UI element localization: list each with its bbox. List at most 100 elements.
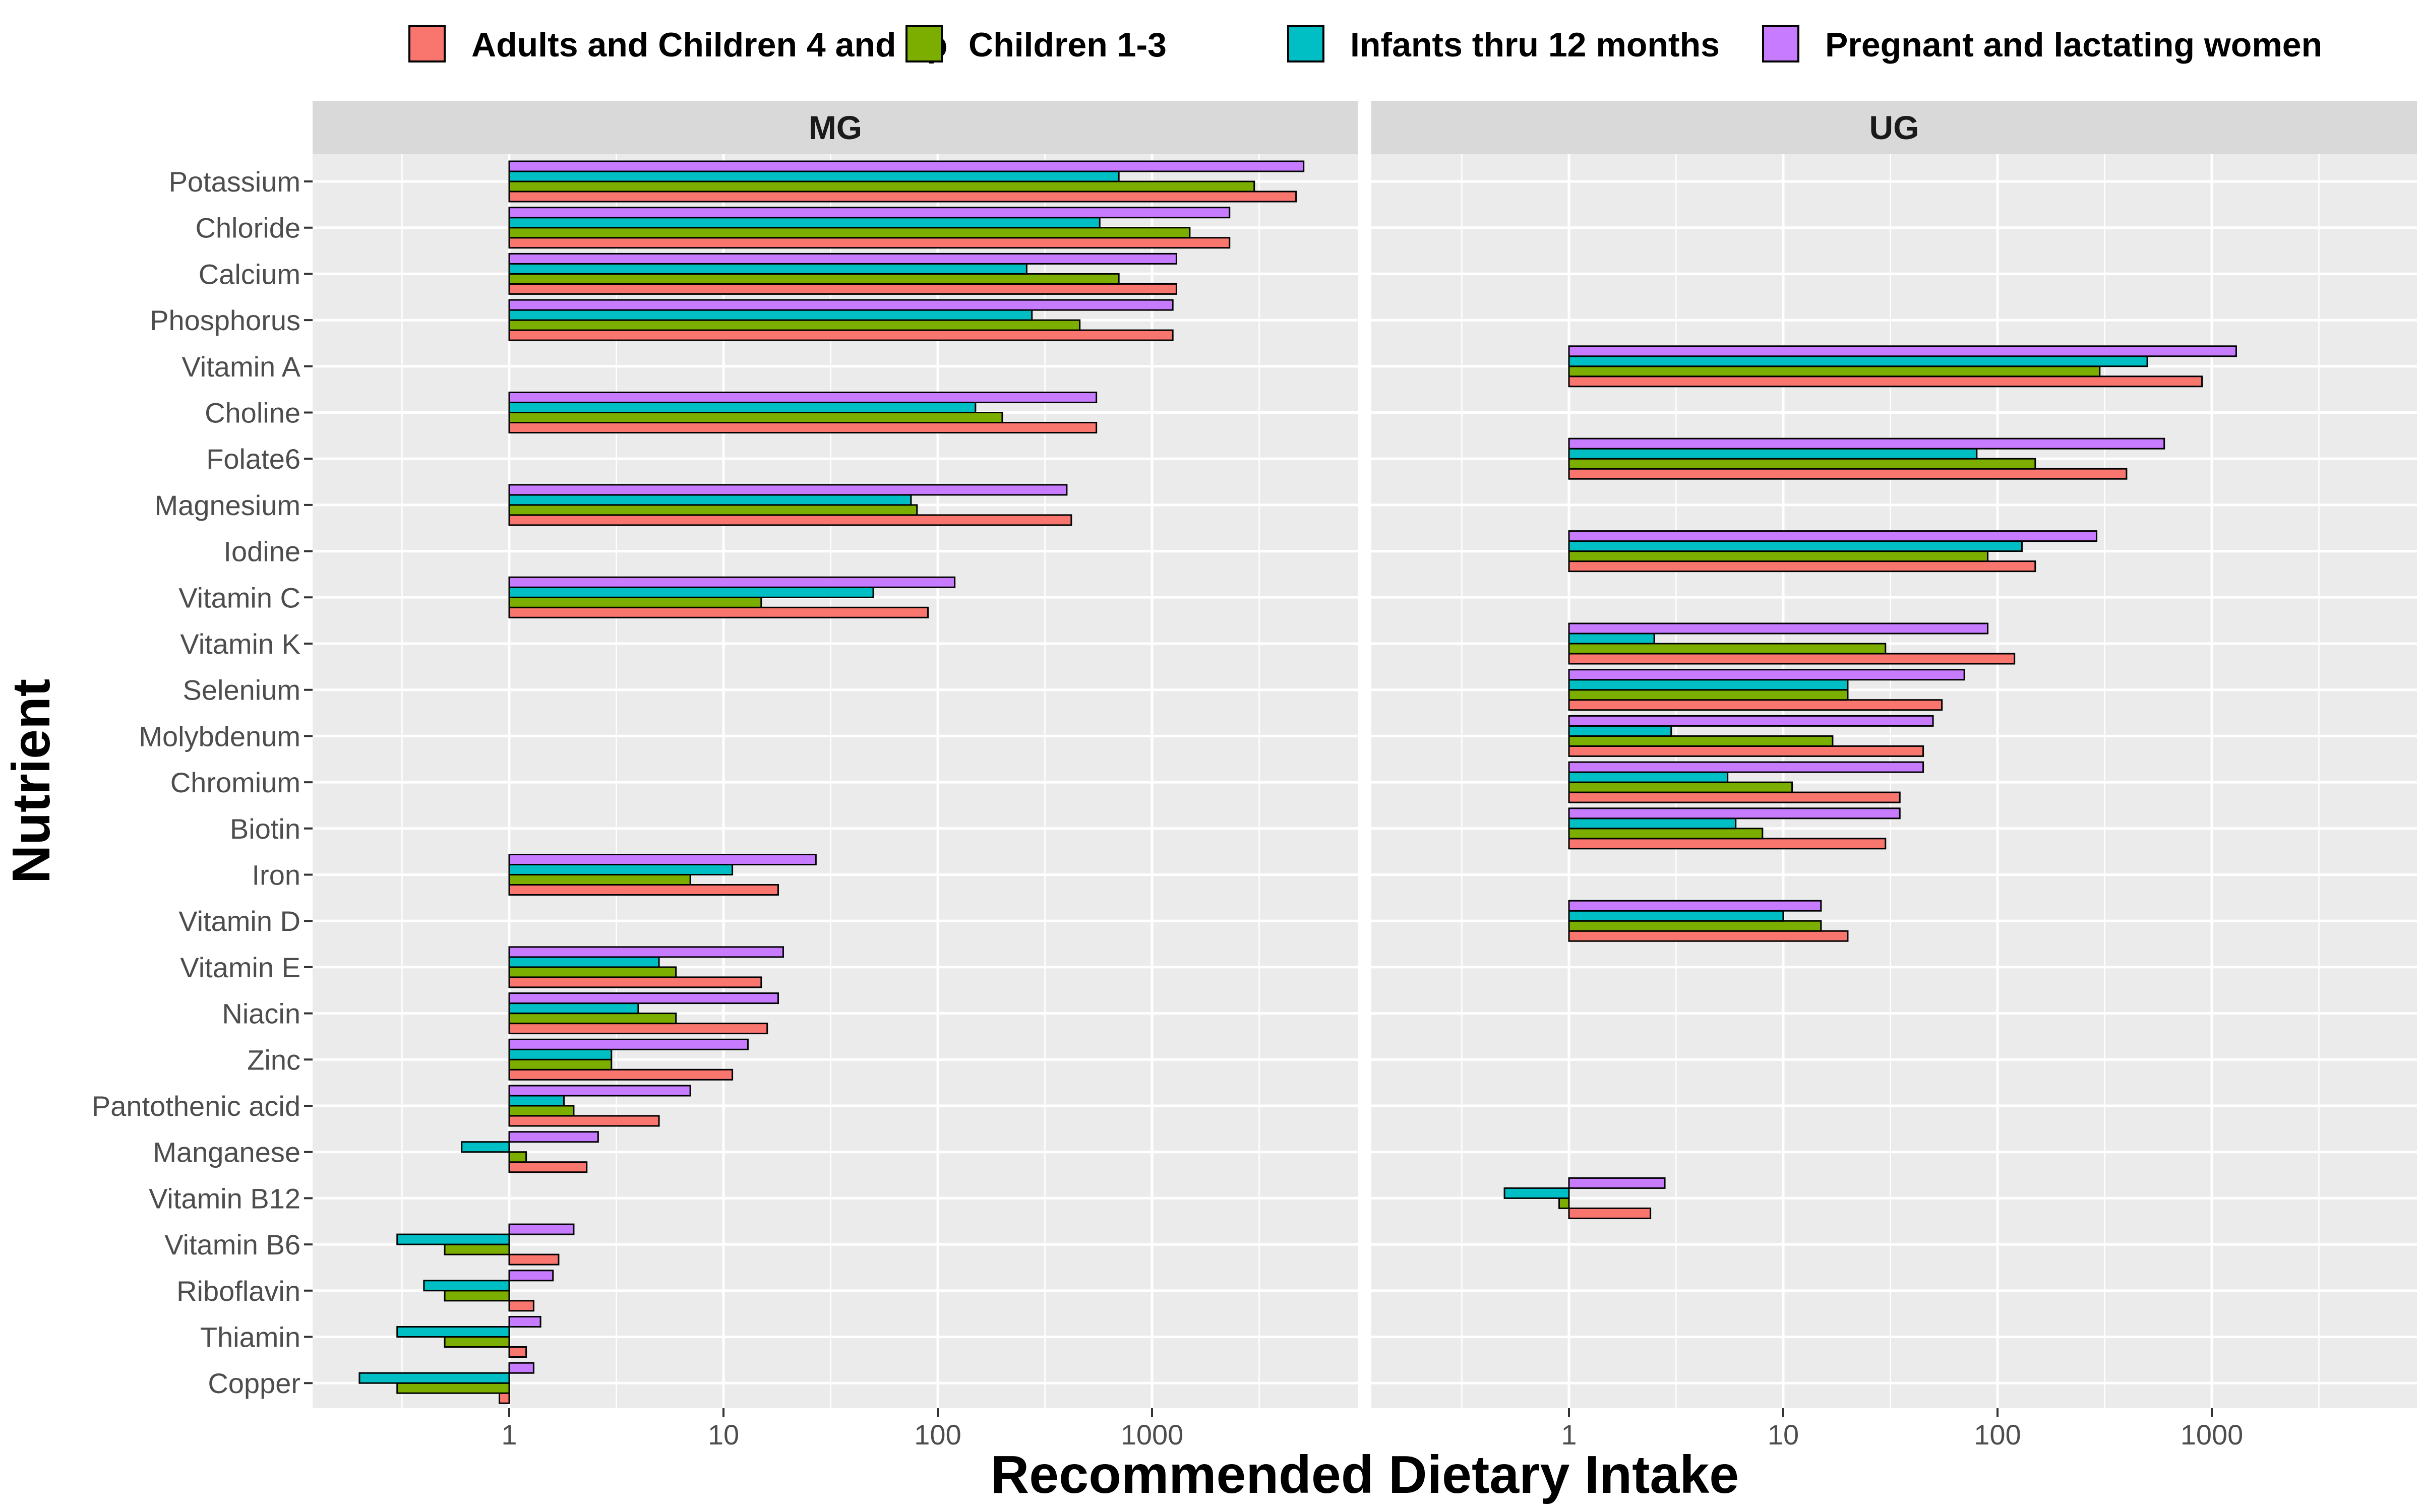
- bar-mg-potassium-adults-and-children-4-and-up: [508, 191, 1297, 203]
- bar-ug-vitamin-a-infants-thru-12-months: [1568, 355, 2148, 367]
- y-tick-label-iron: Iron: [252, 859, 301, 891]
- bar-mg-thiamin-pregnant-and-lactating-women: [508, 1316, 541, 1328]
- bar-mg-choline-infants-thru-12-months: [508, 402, 977, 413]
- bar-mg-iron-adults-and-children-4-and-up: [508, 884, 779, 896]
- legend-key-children-1-3: [905, 25, 943, 62]
- bar-mg-niacin-children-1-3: [508, 1013, 677, 1025]
- bar-mg-thiamin-children-1-3: [444, 1336, 510, 1348]
- bar-mg-thiamin-adults-and-children-4-and-up: [508, 1346, 527, 1358]
- x-axis-mg: 1 10 100 1000: [501, 1408, 1183, 1451]
- bar-mg-phosphorus-adults-and-children-4-and-up: [508, 329, 1174, 341]
- bar-mg-pantothenic-acid-adults-and-children-4-and-up: [508, 1115, 660, 1127]
- y-axis-title: Nutrient: [2, 679, 61, 884]
- y-tick-label-niacin: Niacin: [222, 998, 300, 1030]
- bar-mg-phosphorus-infants-thru-12-months: [508, 309, 1033, 321]
- bar-mg-potassium-infants-thru-12-months: [508, 170, 1120, 182]
- bar-mg-chloride-children-1-3: [508, 227, 1191, 239]
- bar-ug-folate6-adults-and-children-4-and-up: [1568, 468, 2128, 480]
- bar-mg-vitamin-e-children-1-3: [508, 966, 677, 978]
- bar-mg-riboflavin-pregnant-and-lactating-women: [508, 1270, 554, 1282]
- bar-mg-magnesium-infants-thru-12-months: [508, 494, 912, 506]
- bar-mg-iron-infants-thru-12-months: [508, 864, 734, 875]
- bar-ug-iodine-infants-thru-12-months: [1568, 540, 2023, 552]
- legend-label-children-1-3: Children 1-3: [969, 26, 1167, 64]
- y-tick-label-selenium: Selenium: [183, 674, 300, 706]
- bar-mg-vitamin-c-pregnant-and-lactating-women: [508, 576, 956, 588]
- bar-mg-zinc-pregnant-and-lactating-women: [508, 1038, 749, 1050]
- y-tick-label-magnesium: Magnesium: [155, 489, 300, 521]
- bar-mg-vitamin-b6-adults-and-children-4-and-up: [508, 1253, 560, 1266]
- bar-mg-choline-pregnant-and-lactating-women: [508, 392, 1098, 403]
- y-tick-label-molybdenum: Molybdenum: [139, 720, 300, 752]
- bar-ug-chromium-pregnant-and-lactating-women: [1568, 761, 1924, 773]
- y-tick-label-biotin: Biotin: [230, 813, 300, 845]
- bar-mg-niacin-infants-thru-12-months: [508, 1002, 639, 1015]
- bar-ug-molybdenum-children-1-3: [1568, 735, 1834, 747]
- bar-mg-vitamin-b6-infants-thru-12-months: [396, 1233, 510, 1245]
- bar-mg-chloride-adults-and-children-4-and-up: [508, 237, 1231, 249]
- bar-ug-molybdenum-adults-and-children-4-and-up: [1568, 745, 1924, 757]
- bar-ug-folate6-children-1-3: [1568, 458, 2036, 470]
- y-tick-label-vitamin-d: Vitamin D: [178, 905, 300, 937]
- y-tick-label-phosphorus: Phosphorus: [150, 304, 300, 336]
- bar-mg-manganese-adults-and-children-4-and-up: [508, 1161, 588, 1173]
- x-tick-label-ug-1000: 1000: [2181, 1419, 2244, 1451]
- bar-mg-vitamin-b6-pregnant-and-lactating-women: [508, 1223, 575, 1235]
- bar-ug-vitamin-a-adults-and-children-4-and-up: [1568, 375, 2203, 388]
- bar-mg-zinc-infants-thru-12-months: [508, 1048, 613, 1060]
- bar-mg-calcium-children-1-3: [508, 273, 1120, 285]
- strip-ug: [1371, 101, 2417, 154]
- bar-mg-riboflavin-children-1-3: [444, 1290, 510, 1302]
- gridlines-ug: [1371, 154, 2417, 1408]
- bar-mg-niacin-pregnant-and-lactating-women: [508, 992, 779, 1004]
- bar-ug-iodine-children-1-3: [1568, 550, 1989, 562]
- bar-ug-iodine-pregnant-and-lactating-women: [1568, 530, 2098, 542]
- y-tick-label-zinc: Zinc: [247, 1044, 300, 1076]
- bar-mg-vitamin-c-infants-thru-12-months: [508, 586, 874, 598]
- bar-mg-potassium-pregnant-and-lactating-women: [508, 160, 1305, 172]
- bar-ug-biotin-pregnant-and-lactating-women: [1568, 807, 1901, 820]
- bar-ug-vitamin-k-adults-and-children-4-and-up: [1568, 653, 2016, 665]
- bar-ug-selenium-pregnant-and-lactating-women: [1568, 669, 1965, 681]
- y-axis: Potassium Chloride Calcium Phosphorus Vitami…: [92, 166, 313, 1399]
- y-tick-label-vitamin-b6: Vitamin B6: [164, 1229, 300, 1261]
- bar-ug-vitamin-a-children-1-3: [1568, 365, 2101, 377]
- bar-mg-zinc-children-1-3: [508, 1058, 613, 1070]
- bar-ug-vitamin-k-pregnant-and-lactating-women: [1568, 622, 1989, 635]
- bar-mg-vitamin-e-infants-thru-12-months: [508, 956, 660, 968]
- bar-ug-folate6-infants-thru-12-months: [1568, 448, 1978, 460]
- bar-mg-calcium-pregnant-and-lactating-women: [508, 253, 1177, 265]
- x-axis-title: Recommended Dietary Intake: [991, 1445, 1739, 1504]
- x-tick-label-mg-1: 1: [501, 1419, 517, 1451]
- bar-ug-folate6-pregnant-and-lactating-women: [1568, 437, 2165, 450]
- bar-mg-copper-children-1-3: [396, 1382, 510, 1394]
- x-axis-ug: 1 10 100 1000: [1561, 1408, 2243, 1451]
- bar-ug-biotin-infants-thru-12-months: [1568, 817, 1737, 830]
- bar-mg-phosphorus-children-1-3: [508, 319, 1081, 331]
- bar-mg-vitamin-e-pregnant-and-lactating-women: [508, 946, 784, 958]
- x-tick-label-mg-1000: 1000: [1121, 1419, 1184, 1451]
- y-tick-label-pantothenic-acid: Pantothenic acid: [92, 1090, 300, 1122]
- bar-mg-calcium-infants-thru-12-months: [508, 263, 1027, 275]
- y-tick-label-thiamin: Thiamin: [200, 1321, 300, 1353]
- bar-mg-potassium-children-1-3: [508, 180, 1255, 193]
- bar-mg-vitamin-e-adults-and-children-4-and-up: [508, 976, 762, 988]
- bar-mg-magnesium-pregnant-and-lactating-women: [508, 484, 1068, 496]
- bar-ug-biotin-children-1-3: [1568, 828, 1764, 840]
- bar-ug-chromium-infants-thru-12-months: [1568, 771, 1729, 783]
- y-tick-label-manganese: Manganese: [153, 1137, 300, 1168]
- bar-mg-pantothenic-acid-pregnant-and-lactating-women: [508, 1085, 691, 1097]
- bar-ug-vitamin-b12-children-1-3: [1558, 1197, 1570, 1209]
- y-tick-label-vitamin-b12: Vitamin B12: [149, 1182, 300, 1214]
- bar-ug-vitamin-d-children-1-3: [1568, 920, 1822, 932]
- bar-ug-vitamin-k-children-1-3: [1568, 643, 1887, 655]
- bar-mg-phosphorus-pregnant-and-lactating-women: [508, 299, 1174, 311]
- x-tick-label-mg-100: 100: [914, 1419, 961, 1451]
- legend-key-infants-thru-12-months: [1287, 25, 1324, 62]
- bar-mg-pantothenic-acid-children-1-3: [508, 1105, 575, 1117]
- y-tick-label-vitamin-k: Vitamin K: [180, 628, 300, 660]
- legend-label-infants-thru-12-months: Infants thru 12 months: [1350, 26, 1720, 64]
- legend-label-pregnant-and-lactating-women: Pregnant and lactating women: [1825, 26, 2322, 64]
- bar-mg-vitamin-c-children-1-3: [508, 596, 762, 608]
- y-tick-label-choline: Choline: [205, 397, 300, 429]
